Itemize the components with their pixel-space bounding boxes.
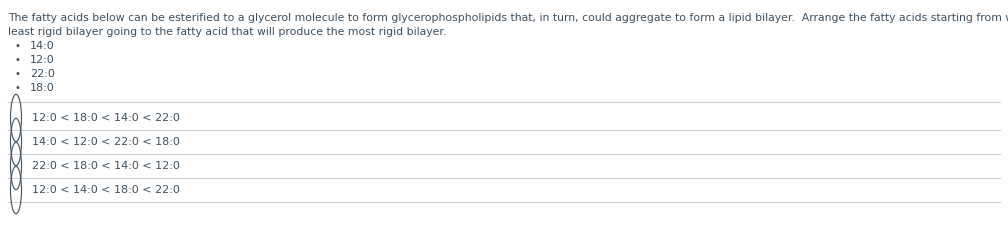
Text: least rigid bilayer going to the fatty acid that will produce the most rigid bil: least rigid bilayer going to the fatty a… — [8, 27, 447, 37]
Text: 12:0 < 18:0 < 14:0 < 22:0: 12:0 < 18:0 < 14:0 < 22:0 — [32, 113, 179, 123]
Text: 12:0: 12:0 — [30, 55, 54, 65]
Text: •: • — [14, 83, 20, 93]
Text: 12:0 < 14:0 < 18:0 < 22:0: 12:0 < 14:0 < 18:0 < 22:0 — [32, 185, 179, 195]
Text: •: • — [14, 41, 20, 51]
Text: •: • — [14, 69, 20, 79]
Text: 22:0 < 18:0 < 14:0 < 12:0: 22:0 < 18:0 < 14:0 < 12:0 — [32, 161, 179, 171]
Text: 14:0: 14:0 — [30, 41, 54, 51]
Text: 22:0: 22:0 — [30, 69, 54, 79]
Text: The fatty acids below can be esterified to a glycerol molecule to form glyceroph: The fatty acids below can be esterified … — [8, 13, 1008, 23]
Text: 14:0 < 12:0 < 22:0 < 18:0: 14:0 < 12:0 < 22:0 < 18:0 — [32, 137, 179, 147]
Text: •: • — [14, 55, 20, 65]
Text: 18:0: 18:0 — [30, 83, 54, 93]
